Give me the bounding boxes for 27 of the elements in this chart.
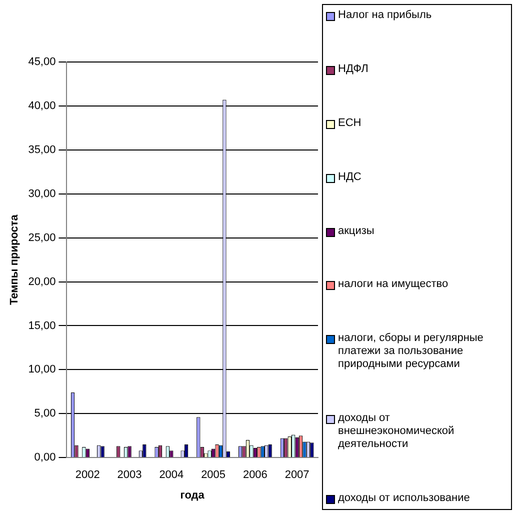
x-axis-title: года [180,489,206,502]
y-tick-label: 20,00 [28,276,56,288]
y-tick-label: 25,00 [28,232,56,244]
legend-label: доходы от использование [338,492,470,505]
legend-label: НДС [338,170,362,184]
legend-label: ЕСН [338,116,362,130]
x-tick-label: 2002 [75,469,100,482]
x-tick-label: 2006 [242,469,268,482]
x-tick-label: 2004 [159,469,184,482]
y-axis-title: Темпы прироста [8,214,21,306]
legend-label: акцизы [338,224,374,238]
legend-label: налоги на имущество [338,278,448,292]
y-tick-label: 30,00 [28,188,56,200]
y-tick-label: 35,00 [28,144,56,156]
legend-label: Налог на прибыль [338,9,432,22]
y-tick-label: 15,00 [28,320,56,332]
legend-label: НДФЛ [338,62,368,76]
y-tick-label: 10,00 [28,364,56,376]
legend-label: налоги, сборы и регулярные платежи за пользование природными ресурсами [338,332,484,372]
legend-label: доходы от внешнеэкономической деятельности [338,412,456,452]
y-tick-label: 40,00 [28,100,56,112]
y-tick-label: 45,00 [28,56,56,68]
x-tick-label: 2003 [117,469,142,482]
x-tick-label: 2005 [201,469,226,482]
y-tick-label: 0,00 [34,452,56,464]
y-tick-label: 5,00 [34,408,56,420]
x-tick-label: 2007 [284,469,310,482]
